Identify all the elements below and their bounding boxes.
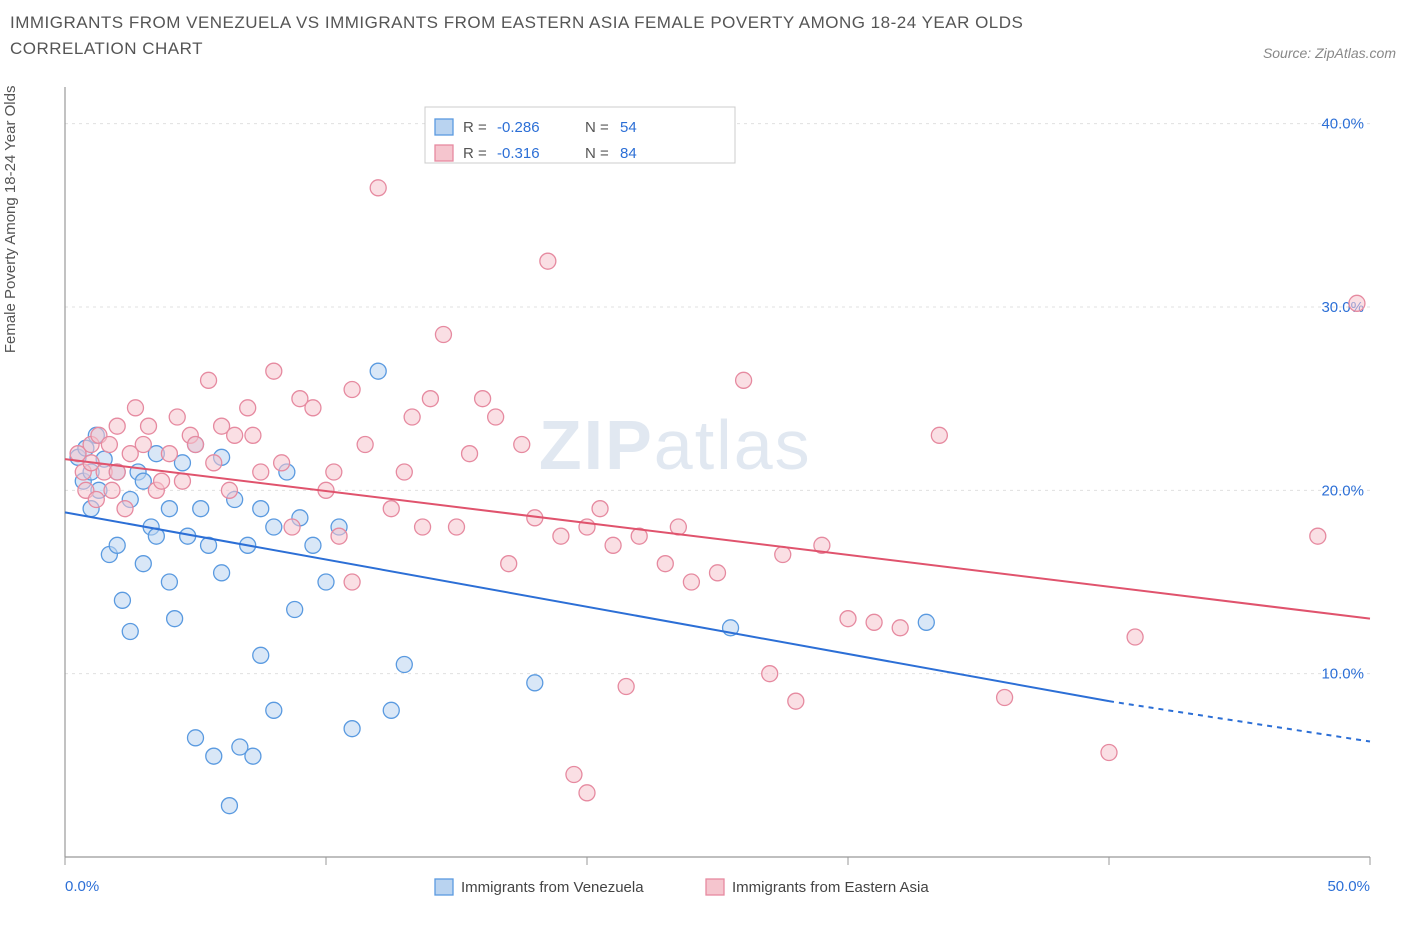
svg-text:50.0%: 50.0%: [1327, 878, 1370, 895]
svg-text:Immigrants from Eastern Asia: Immigrants from Eastern Asia: [732, 879, 929, 896]
svg-text:Immigrants from Venezuela: Immigrants from Venezuela: [461, 879, 644, 896]
svg-text:-0.316: -0.316: [497, 145, 540, 162]
y-axis-title: Female Poverty Among 18-24 Year Olds: [2, 86, 19, 354]
svg-text:84: 84: [620, 145, 637, 162]
svg-text:0.0%: 0.0%: [65, 878, 99, 895]
svg-text:N =: N =: [585, 145, 609, 162]
svg-text:40.0%: 40.0%: [1321, 116, 1364, 133]
chart-area: Female Poverty Among 18-24 Year Olds ZIP…: [10, 67, 1396, 907]
svg-text:R =: R =: [463, 119, 487, 136]
svg-text:10.0%: 10.0%: [1321, 666, 1364, 683]
svg-text:R =: R =: [463, 145, 487, 162]
source-attribution: Source: ZipAtlas.com: [1263, 45, 1396, 61]
scatter-chart: 0.0%50.0%10.0%20.0%30.0%40.0%R =-0.286N …: [10, 67, 1396, 907]
svg-text:54: 54: [620, 119, 637, 136]
svg-text:-0.286: -0.286: [497, 119, 540, 136]
svg-text:N =: N =: [585, 119, 609, 136]
svg-text:20.0%: 20.0%: [1321, 482, 1364, 499]
chart-title: IMMIGRANTS FROM VENEZUELA VS IMMIGRANTS …: [10, 10, 1110, 61]
